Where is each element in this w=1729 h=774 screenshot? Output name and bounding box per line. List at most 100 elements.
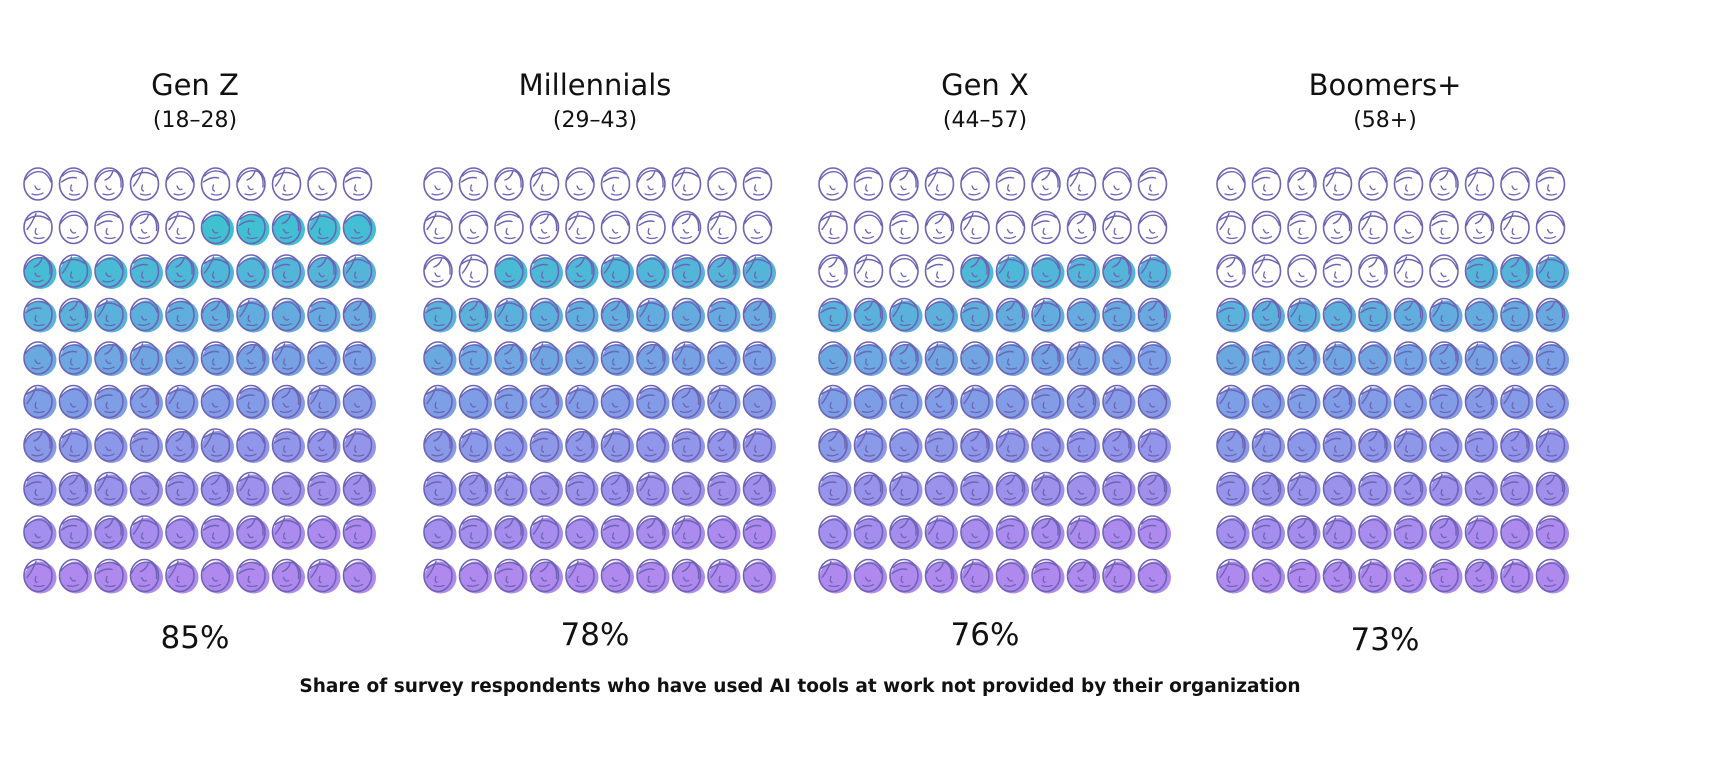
respondent-icon-filled	[23, 558, 57, 594]
respondent-icon-filled	[1102, 341, 1136, 376]
respondent-icon-empty	[1031, 210, 1061, 245]
respondent-icon-filled	[1216, 558, 1250, 594]
respondent-icon-filled	[853, 515, 887, 550]
respondent-icon-filled	[924, 297, 958, 333]
respondent-icon-filled	[200, 384, 234, 420]
respondent-icon-filled	[742, 471, 776, 507]
respondent-icon-filled	[742, 297, 776, 333]
respondent-icon-empty	[236, 167, 266, 201]
respondent-icon-empty	[853, 210, 884, 245]
respondent-icon-empty	[995, 167, 1026, 201]
respondent-icon-empty	[1358, 210, 1388, 245]
respondent-icon-filled	[636, 471, 670, 507]
respondent-icon-empty	[307, 167, 337, 201]
respondent-icon-filled	[600, 471, 634, 507]
respondent-icon-empty	[1464, 210, 1495, 245]
respondent-icon-empty	[565, 167, 595, 201]
respondent-icon-filled	[94, 515, 128, 550]
respondent-icon-empty	[1322, 254, 1353, 288]
panel-age-range: (29–43)	[552, 108, 638, 133]
respondent-icon-filled	[889, 341, 923, 376]
respondent-icon-empty	[671, 210, 702, 245]
respondent-icon-filled	[1066, 297, 1100, 333]
respondent-icon-filled	[636, 297, 670, 333]
respondent-icon-empty	[960, 210, 990, 245]
respondent-icon-empty	[423, 210, 453, 245]
respondent-icon-filled	[1500, 384, 1534, 420]
respondent-icon-filled	[271, 471, 305, 507]
panel-title: Gen X	[941, 68, 1029, 102]
respondent-icon-filled	[94, 471, 128, 507]
respondent-icon-filled	[94, 384, 128, 420]
respondent-icon-empty	[94, 167, 124, 201]
respondent-icon-empty	[636, 167, 666, 201]
respondent-icon-filled	[960, 254, 994, 289]
respondent-icon-filled	[924, 558, 958, 594]
respondent-icon-empty	[1031, 167, 1061, 201]
respondent-icon-filled	[1251, 558, 1285, 594]
respondent-icon-filled	[1358, 384, 1392, 420]
respondent-icon-filled	[271, 428, 305, 463]
respondent-icon-filled	[200, 341, 234, 376]
respondent-icon-filled	[423, 471, 457, 507]
respondent-icon-empty	[853, 254, 884, 288]
respondent-icon-empty	[1500, 167, 1530, 201]
respondent-icon-filled	[1137, 341, 1171, 376]
respondent-icon-filled	[600, 254, 634, 289]
respondent-icon-filled	[529, 471, 563, 507]
respondent-icon-filled	[1251, 471, 1285, 507]
respondent-icon-filled	[1500, 254, 1534, 289]
respondent-icon-filled	[458, 515, 492, 550]
respondent-icon-empty	[342, 167, 373, 201]
respondent-icon-empty	[1066, 210, 1097, 245]
respondent-icon-filled	[671, 297, 705, 333]
respondent-icon-filled	[165, 384, 199, 420]
respondent-icon-empty	[889, 254, 919, 288]
respondent-icon-filled	[529, 558, 563, 594]
respondent-icon-filled	[1464, 254, 1498, 289]
respondent-icon-empty	[995, 210, 1026, 245]
respondent-icon-filled	[600, 558, 634, 594]
respondent-icon-filled	[1216, 471, 1250, 507]
respondent-icon-filled	[23, 428, 57, 463]
respondent-icon-filled	[94, 297, 128, 333]
respondent-icon-filled	[494, 384, 528, 420]
respondent-icon-filled	[818, 471, 852, 507]
respondent-icon-filled	[1137, 515, 1171, 550]
respondent-icon-filled	[565, 471, 599, 507]
respondent-icon-filled	[529, 428, 563, 463]
respondent-icon-filled	[853, 428, 887, 463]
respondent-icon-filled	[307, 297, 341, 333]
respondent-icon-empty	[1322, 167, 1353, 201]
respondent-icon-filled	[271, 515, 305, 550]
respondent-icon-filled	[671, 428, 705, 463]
respondent-icon-filled	[1322, 558, 1356, 594]
respondent-icon-filled	[1031, 297, 1065, 333]
respondent-icon-filled	[671, 384, 705, 420]
respondent-icon-filled	[1102, 558, 1136, 594]
respondent-icon-empty	[271, 167, 302, 201]
respondent-icon-filled	[1066, 428, 1100, 463]
respondent-icon-filled	[707, 471, 741, 507]
respondent-icon-filled	[23, 297, 57, 333]
respondent-icon-filled	[271, 297, 305, 333]
respondent-icon-empty	[1500, 210, 1530, 245]
respondent-icon-filled	[889, 384, 923, 420]
respondent-icon-filled	[23, 515, 57, 550]
respondent-icon-filled	[494, 428, 528, 463]
respondent-icon-empty	[23, 167, 53, 201]
respondent-icon-filled	[853, 558, 887, 594]
respondent-icon-filled	[271, 558, 305, 594]
respondent-icon-empty	[458, 210, 489, 245]
respondent-icon-empty	[1251, 254, 1282, 288]
respondent-icon-filled	[671, 254, 705, 289]
respondent-icon-filled	[565, 428, 599, 463]
respondent-icon-empty	[818, 210, 848, 245]
respondent-icon-filled	[707, 558, 741, 594]
respondent-icon-filled	[1287, 384, 1321, 420]
respondent-icon-filled	[1287, 297, 1321, 333]
respondent-icon-filled	[129, 428, 163, 463]
respondent-icon-empty	[1358, 254, 1388, 288]
respondent-icon-filled	[1287, 558, 1321, 594]
respondent-icon-filled	[995, 254, 1029, 289]
